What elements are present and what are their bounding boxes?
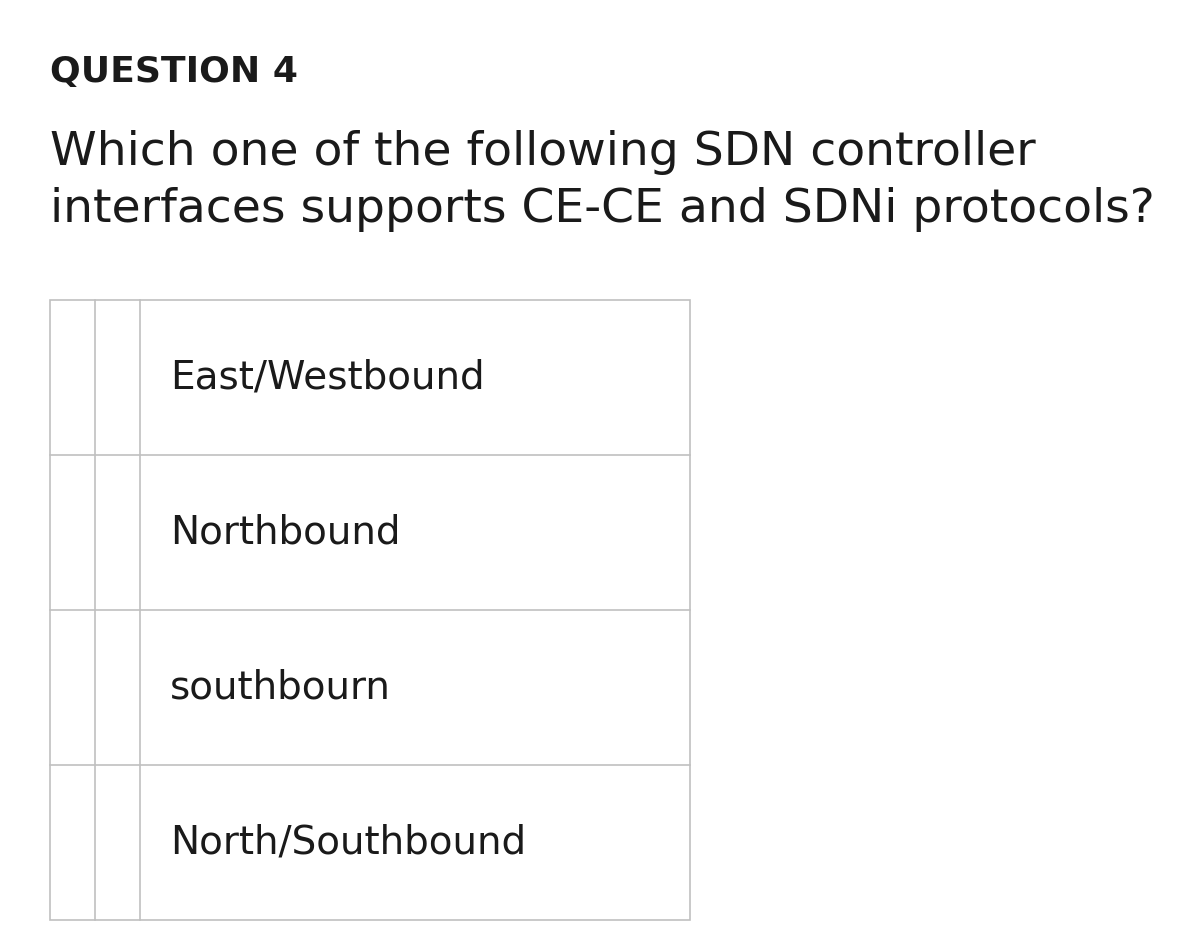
Text: Northbound: Northbound (170, 514, 401, 551)
Text: North/Southbound: North/Southbound (170, 824, 526, 861)
Text: Which one of the following SDN controller
interfaces supports CE-CE and SDNi pro: Which one of the following SDN controlle… (50, 130, 1154, 232)
Bar (50, 300, 690, 920)
Text: QUESTION 4: QUESTION 4 (50, 55, 298, 89)
Text: East/Westbound: East/Westbound (170, 358, 485, 397)
Text: southbourn: southbourn (170, 668, 391, 707)
